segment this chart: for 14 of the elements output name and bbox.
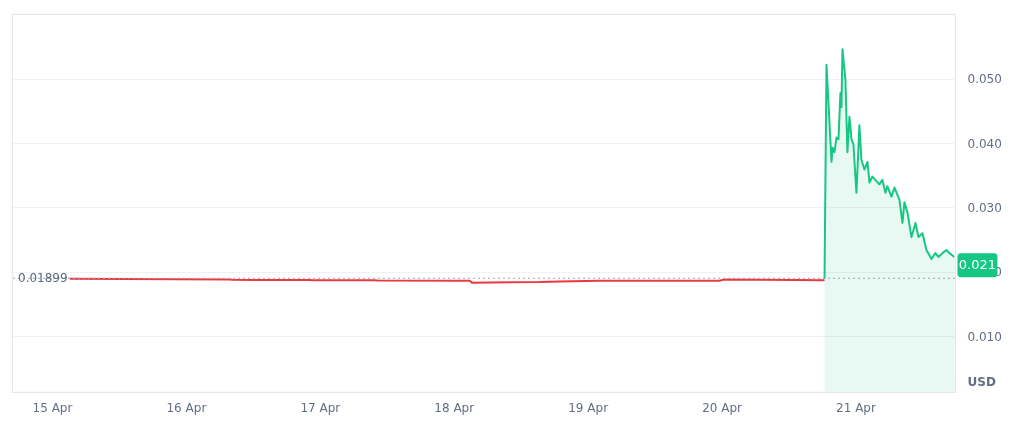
x-tick-label: 21 Apr [836, 400, 876, 415]
annotation: 0.021 [958, 257, 997, 273]
x-tick-label: 17 Apr [300, 400, 341, 415]
x-tick-label: 18 Apr [434, 400, 475, 415]
y-tick-label: 0.010 [967, 329, 1002, 344]
y-axis-title: USD [967, 374, 996, 389]
x-tick-label: 15 Apr [32, 400, 73, 415]
y-tick-label: 0.030 [967, 201, 1002, 215]
x-tick-label: 20 Apr [702, 400, 743, 415]
ref-line-label: 0.01899 [18, 271, 68, 286]
x-tick-label: 19 Apr [568, 400, 609, 415]
x-tick-label: 16 Apr [166, 400, 207, 415]
y-tick-label: 0.040 [967, 136, 1002, 151]
y-tick-label: 0.050 [967, 72, 1002, 87]
